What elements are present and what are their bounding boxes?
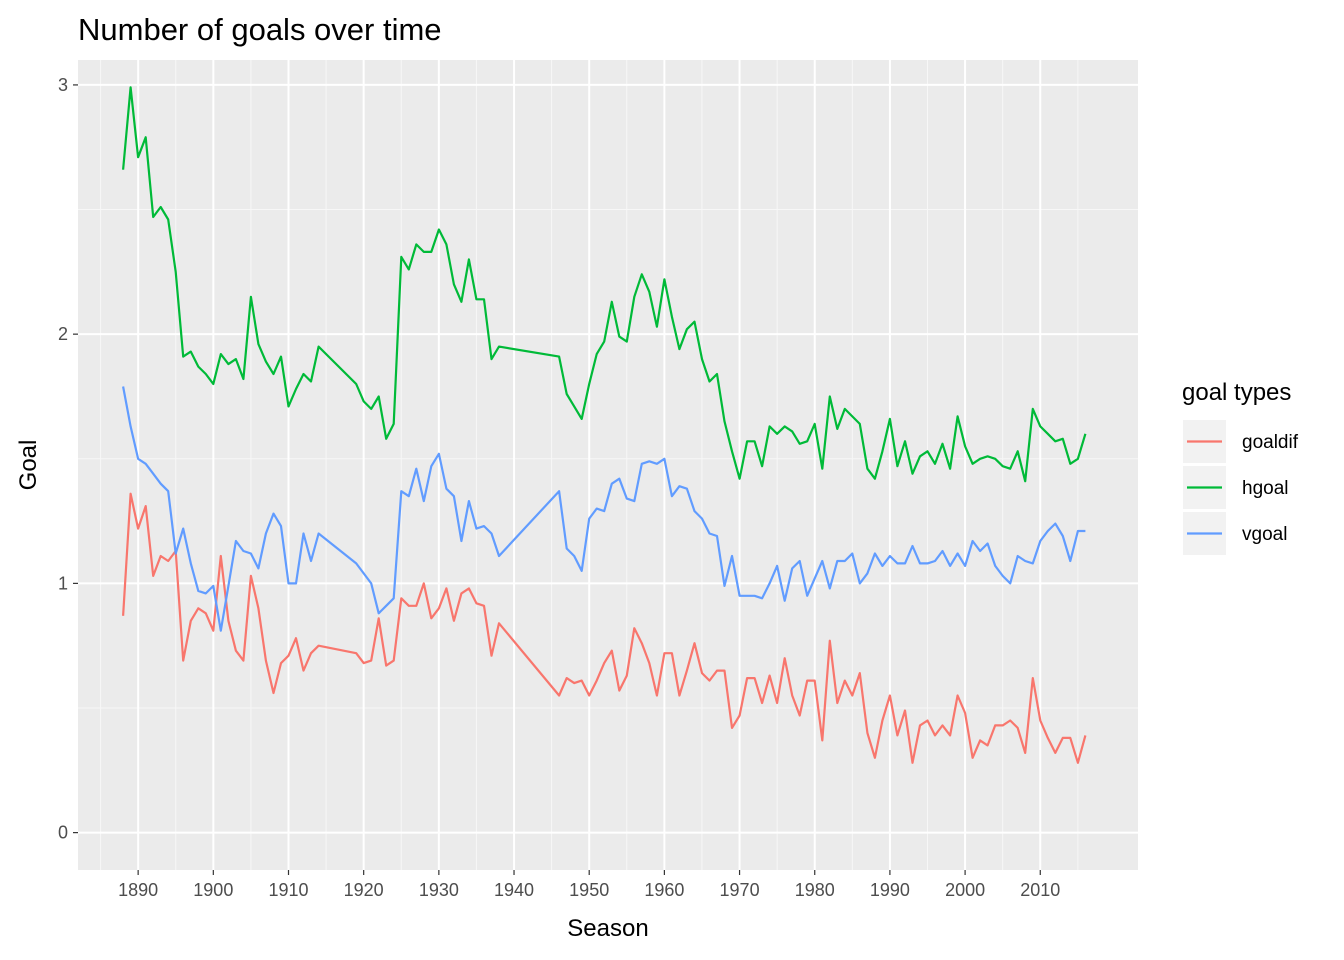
x-tick-label: 1980 — [795, 880, 835, 900]
x-tick-label: 1970 — [720, 880, 760, 900]
chart-title: Number of goals over time — [78, 12, 442, 47]
x-tick-label: 1930 — [419, 880, 459, 900]
y-tick-label: 1 — [58, 573, 68, 593]
x-tick-label: 1990 — [870, 880, 910, 900]
x-tick-label: 1940 — [494, 880, 534, 900]
plot-panel — [78, 60, 1138, 870]
x-tick-label: 1950 — [569, 880, 609, 900]
legend-title: goal types — [1182, 379, 1291, 406]
legend-label-vgoal: vgoal — [1242, 524, 1287, 545]
series-line-goaldif — [122, 492, 1087, 764]
x-tick-label: 2000 — [945, 880, 985, 900]
x-tick-label: 1960 — [644, 880, 684, 900]
y-tick-label: 2 — [58, 324, 68, 344]
y-tick-label: 0 — [58, 823, 68, 843]
x-tick-label: 1900 — [193, 880, 233, 900]
x-tick-label: 1890 — [118, 880, 158, 900]
y-axis-title: Goal — [15, 440, 42, 491]
x-tick-label: 1910 — [268, 880, 308, 900]
series-line-hgoal — [122, 86, 1087, 483]
series-line-vgoal — [122, 386, 1086, 632]
x-axis-title: Season — [567, 915, 648, 942]
y-tick-label: 3 — [58, 75, 68, 95]
legend-label-goaldif: goaldif — [1242, 432, 1299, 453]
series-lines — [122, 86, 1087, 764]
x-axis: 1890 1900 1910 1920 1930 1940 1950 1960 1970 1980… — [118, 870, 1060, 900]
y-axis: 0 1 2 3 — [58, 75, 78, 843]
x-tick-label: 1920 — [344, 880, 384, 900]
x-tick-label: 2010 — [1020, 880, 1060, 900]
legend: goal types goaldif hgoal vgoal — [1182, 379, 1299, 555]
legend-label-hgoal: hgoal — [1242, 478, 1289, 499]
